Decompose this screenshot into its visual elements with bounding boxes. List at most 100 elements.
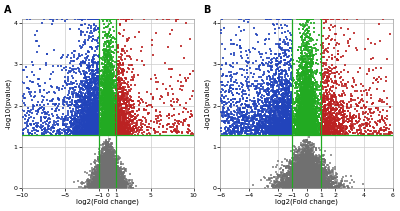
Point bbox=[304, 103, 310, 106]
Point bbox=[303, 116, 310, 120]
Point bbox=[306, 184, 312, 188]
Point bbox=[286, 126, 293, 129]
Point bbox=[283, 184, 289, 188]
Point bbox=[120, 184, 127, 187]
Point bbox=[304, 147, 310, 151]
Point bbox=[86, 99, 93, 103]
Point bbox=[113, 131, 120, 135]
Point bbox=[99, 173, 106, 177]
Point bbox=[282, 185, 289, 188]
Point bbox=[283, 88, 290, 91]
Point bbox=[102, 186, 108, 190]
Point bbox=[312, 167, 319, 170]
Point bbox=[82, 99, 88, 102]
Point bbox=[304, 94, 311, 98]
Point bbox=[284, 92, 291, 95]
Point bbox=[114, 98, 120, 102]
Point bbox=[321, 82, 327, 85]
Point bbox=[92, 170, 99, 174]
Point bbox=[317, 184, 324, 187]
Point bbox=[111, 152, 117, 155]
Point bbox=[80, 110, 86, 113]
Point bbox=[264, 126, 270, 129]
Point bbox=[245, 132, 252, 136]
Point bbox=[102, 160, 108, 163]
Point bbox=[114, 174, 121, 178]
Point bbox=[113, 180, 119, 183]
Point bbox=[92, 128, 98, 132]
Point bbox=[270, 118, 277, 121]
Point bbox=[280, 119, 286, 123]
Point bbox=[101, 185, 107, 188]
Point bbox=[102, 154, 108, 157]
Point bbox=[345, 133, 352, 136]
Point bbox=[329, 127, 336, 130]
Point bbox=[56, 97, 62, 101]
Point bbox=[312, 109, 318, 112]
Point bbox=[85, 120, 92, 123]
Point bbox=[299, 166, 306, 169]
Point bbox=[227, 86, 233, 89]
Point bbox=[361, 103, 367, 106]
Point bbox=[45, 118, 52, 121]
Point bbox=[77, 45, 83, 48]
Point bbox=[103, 100, 110, 103]
Point bbox=[114, 183, 120, 186]
Point bbox=[330, 98, 336, 102]
Point bbox=[102, 176, 108, 180]
Point bbox=[105, 119, 112, 122]
Point bbox=[104, 98, 110, 102]
Point bbox=[312, 172, 318, 175]
Point bbox=[105, 176, 111, 179]
Point bbox=[105, 144, 111, 147]
Point bbox=[315, 183, 321, 187]
Point bbox=[298, 157, 304, 161]
Point bbox=[94, 127, 100, 130]
Point bbox=[313, 173, 320, 176]
Point bbox=[302, 155, 308, 158]
Point bbox=[280, 183, 286, 186]
Point bbox=[110, 162, 117, 166]
Point bbox=[306, 78, 313, 82]
Point bbox=[345, 186, 351, 189]
Point bbox=[102, 125, 108, 129]
Point bbox=[304, 98, 310, 101]
Point bbox=[126, 122, 133, 125]
Point bbox=[288, 183, 295, 186]
Point bbox=[285, 105, 291, 108]
Point bbox=[280, 177, 286, 181]
Point bbox=[103, 181, 109, 185]
Point bbox=[131, 124, 137, 128]
Point bbox=[153, 76, 159, 80]
Point bbox=[101, 155, 107, 158]
Point bbox=[286, 179, 292, 183]
Point bbox=[102, 133, 108, 136]
Point bbox=[324, 181, 330, 185]
Point bbox=[345, 186, 351, 189]
Point bbox=[113, 106, 120, 110]
Point bbox=[310, 176, 316, 180]
Point bbox=[265, 62, 271, 65]
Point bbox=[280, 106, 286, 109]
Point bbox=[271, 131, 277, 135]
Point bbox=[62, 81, 68, 84]
Point bbox=[100, 183, 107, 186]
Point bbox=[314, 118, 320, 121]
Point bbox=[91, 131, 98, 134]
Point bbox=[317, 157, 323, 161]
Point bbox=[108, 97, 114, 101]
Point bbox=[102, 164, 108, 168]
Point bbox=[92, 17, 98, 20]
Point bbox=[103, 110, 109, 113]
Point bbox=[259, 127, 265, 131]
Point bbox=[308, 185, 314, 188]
Point bbox=[103, 120, 110, 123]
Point bbox=[298, 164, 304, 167]
Point bbox=[111, 108, 118, 111]
Point bbox=[308, 165, 314, 168]
Point bbox=[303, 17, 309, 20]
Point bbox=[125, 131, 131, 135]
Point bbox=[312, 175, 318, 178]
Point bbox=[301, 51, 308, 54]
Point bbox=[106, 183, 113, 186]
